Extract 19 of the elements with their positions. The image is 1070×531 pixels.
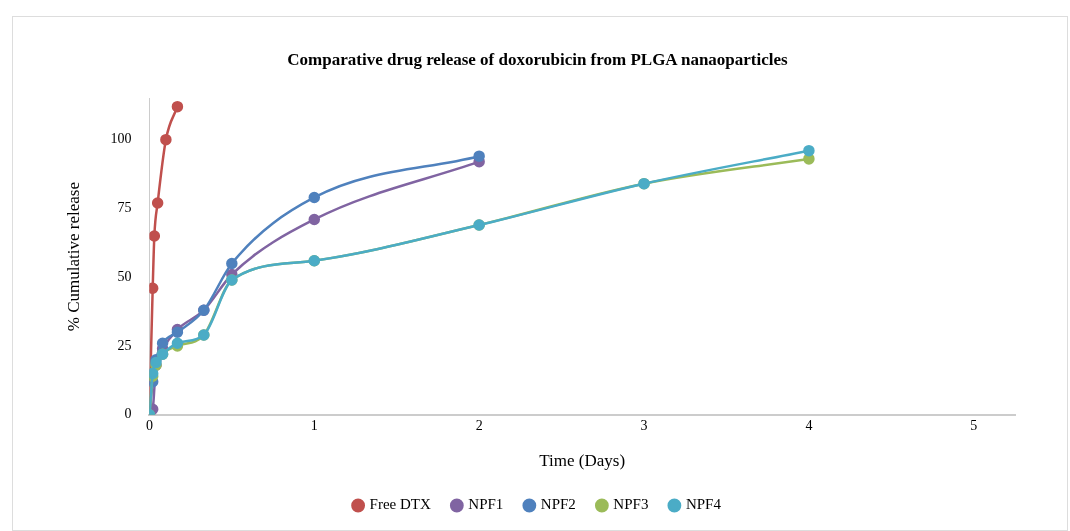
legend-label: NPF2 [540,496,576,513]
y-tick-label: 50 [117,268,132,284]
y-tick-label: 75 [117,200,132,216]
x-tick-label: 5 [970,417,978,433]
y-tick-label: 0 [124,406,132,422]
x-axis-title: Time (Days) [539,451,626,471]
x-tick-label: 2 [475,417,483,433]
y-axis-title: % Cumulative release [63,182,83,332]
legend-label: NPF4 [685,496,722,513]
x-tick-label: 4 [805,417,813,433]
legend-label: NPF1 [468,496,504,513]
x-tick-label: 1 [310,417,318,433]
legend-label: NPF3 [613,496,649,513]
y-tick-label: 100 [110,131,132,147]
legend-label: Free DTX [369,496,431,513]
y-tick-label: 25 [117,337,132,353]
x-tick-label: 3 [640,417,648,433]
x-tick-label: 0 [145,417,153,433]
chart-title: Comparative drug release of doxorubicin from PLGA nanaoparticles [287,49,789,69]
